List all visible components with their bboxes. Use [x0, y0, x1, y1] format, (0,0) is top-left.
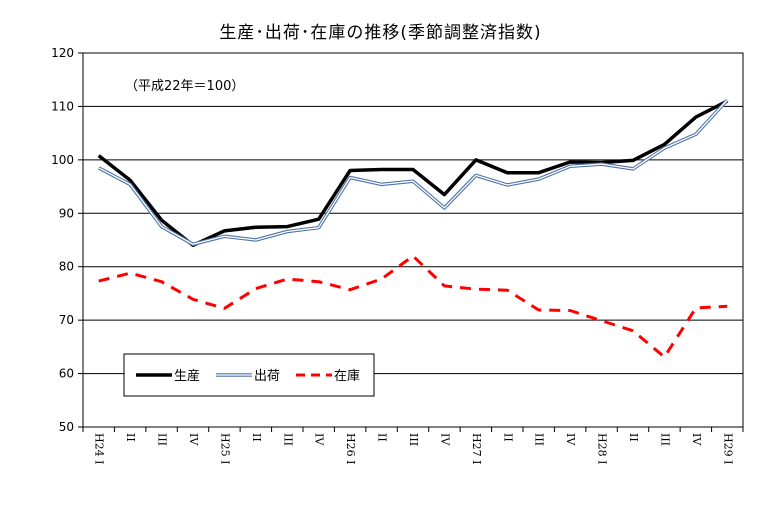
- y-tick-label: 120: [51, 46, 74, 60]
- x-tick-label: III: [156, 433, 169, 446]
- x-tick-label: H25 I: [218, 433, 231, 464]
- y-tick-label: 90: [59, 206, 74, 220]
- x-tick-label: H26 I: [344, 433, 357, 464]
- x-tick-label: IV: [187, 433, 200, 446]
- x-tick-label: IV: [564, 433, 577, 446]
- y-tick-label: 80: [59, 260, 74, 274]
- x-tick-label: H24 I: [93, 433, 106, 464]
- base-year-note: （平成22年＝100）: [125, 79, 244, 94]
- series-line-zaiko: [98, 254, 728, 359]
- y-tick-label: 60: [59, 367, 74, 381]
- legend-label: 生産: [174, 368, 200, 384]
- x-tick-label: III: [658, 433, 671, 446]
- legend: 生産 出荷 在庫: [123, 353, 375, 397]
- y-tick-label: 100: [51, 153, 74, 167]
- x-axis: H24 I II III IV H25 I II III IV H26 I II III IV H27 …: [82, 427, 744, 464]
- plot-frame: [82, 52, 744, 428]
- x-tick-label: II: [501, 433, 514, 442]
- x-tick-label: H27 I: [470, 433, 483, 464]
- x-tick-label: III: [407, 433, 420, 446]
- y-tick-label: 50: [59, 420, 74, 434]
- x-tick-label: II: [250, 433, 263, 442]
- y-tick-label: 70: [59, 313, 74, 327]
- x-tick-label: II: [124, 433, 137, 442]
- x-tick-label: H28 I: [596, 433, 609, 464]
- x-tick-label: IV: [690, 433, 703, 446]
- x-tick-label: IV: [313, 433, 326, 446]
- x-tick-label: II: [627, 433, 640, 442]
- x-tick-label: IV: [438, 433, 451, 446]
- x-tick-label: II: [376, 433, 389, 442]
- x-tick-label: III: [533, 433, 546, 446]
- series-line-shukka: [98, 99, 728, 245]
- legend-label: 出荷: [254, 369, 280, 384]
- series-line-seisan: [97, 99, 729, 248]
- x-tick-label: III: [281, 433, 294, 446]
- y-tick-label: 110: [51, 99, 74, 113]
- legend-label: 在庫: [334, 369, 360, 384]
- series-line-shukka-outline: [97, 98, 729, 247]
- y-axis: 50 60 70 80 90 100 110 120: [51, 46, 83, 434]
- chart-title: 生産･出荷･在庫の推移(季節調整済指数): [219, 23, 542, 43]
- series-lines: [97, 98, 729, 359]
- x-tick-label: H29 I: [721, 433, 734, 464]
